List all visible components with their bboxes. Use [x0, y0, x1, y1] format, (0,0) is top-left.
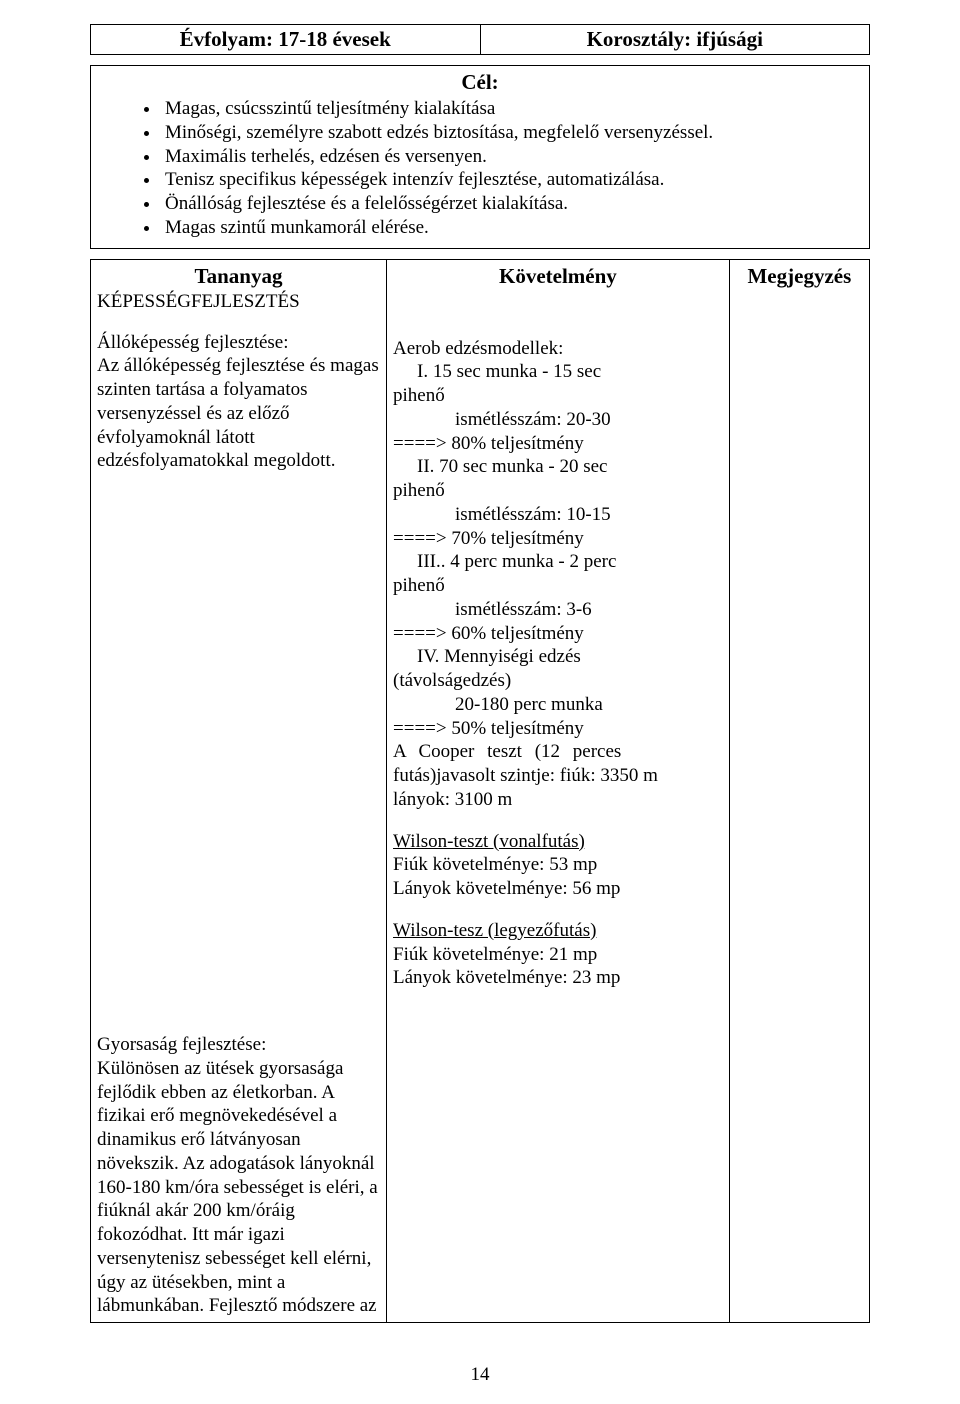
wilson1-lany: Lányok követelménye: 56 mp [393, 877, 723, 901]
cooper-fiuk: fiúk: 3350 m [560, 765, 658, 786]
model-line: II. 70 sec munka - 20 sec [393, 455, 723, 479]
gyors-title: Gyorsaság fejlesztése: [97, 1033, 380, 1057]
kovetelmeny-cell: Követelmény Aerob edzésmodellek: I. 15 s… [387, 259, 730, 1323]
alo-title: Állóképesség fejlesztése: [97, 331, 380, 355]
cooper-line: A Cooper teszt (12 perces [393, 740, 723, 764]
megjegyzes-header: Megjegyzés [736, 264, 863, 289]
goal-item: Minőségi, személyre szabott edzés biztos… [161, 121, 859, 145]
model-line: ismétlésszám: 3-6 [393, 598, 723, 622]
model-line: pihenő [393, 480, 445, 501]
goal-list: Magas, csúcsszintű teljesítmény kialakít… [101, 97, 859, 240]
page-number: 14 [0, 1364, 960, 1386]
goal-item: Önállóság fejlesztése és a felelősségérz… [161, 192, 859, 216]
tananyag-cell: Tananyag KÉPESSÉGFEJLESZTÉS Állóképesség… [91, 259, 387, 1323]
header-left: Évfolyam: 17-18 évesek [91, 25, 481, 55]
wilson1-fiu: Fiúk követelménye: 53 mp [393, 853, 723, 877]
cooper-lanyok: lányok: 3100 m [393, 788, 723, 812]
wilson2-title: Wilson-tesz (legyezőfutás) [393, 919, 723, 943]
kovetelmeny-header: Követelmény [393, 264, 723, 289]
model-line: IV. Mennyiségi edzés [393, 645, 723, 669]
header-table: Évfolyam: 17-18 évesek Korosztály: ifjús… [90, 24, 870, 55]
cooper-line: futás)javasolt szintje: [393, 765, 555, 786]
model-line: III.. 4 perc munka - 2 perc [393, 550, 723, 574]
model-line: I. 15 sec munka - 15 sec [393, 360, 723, 384]
model-line: ====> 60% teljesítmény [393, 623, 584, 644]
wilson2-fiu: Fiúk követelménye: 21 mp [393, 943, 723, 967]
wilson1-title: Wilson-teszt (vonalfutás) [393, 830, 723, 854]
model-line: (távolságedzés) [393, 670, 511, 691]
wilson2-lany: Lányok követelménye: 23 mp [393, 966, 723, 990]
goal-title: Cél: [101, 70, 859, 95]
aerob-title: Aerob edzésmodellek: [393, 337, 723, 361]
model-line: ====> 70% teljesítmény [393, 528, 584, 549]
goal-item: Maximális terhelés, edzésen és versenyen… [161, 145, 859, 169]
goal-item: Magas szintű munkamorál elérése. [161, 216, 859, 240]
model-line: ====> 80% teljesítmény [393, 433, 584, 454]
goal-box: Cél: Magas, csúcsszintű teljesítmény kia… [90, 65, 870, 249]
megjegyzes-cell: Megjegyzés [729, 259, 869, 1323]
gyors-body: Különösen az ütések gyorsasága fejlődik … [97, 1057, 380, 1318]
model-line: ismétlésszám: 10-15 [393, 503, 723, 527]
model-line: ====> 50% teljesítmény [393, 718, 584, 739]
curriculum-table: Tananyag KÉPESSÉGFEJLESZTÉS Állóképesség… [90, 259, 870, 1324]
alo-body: Az állóképesség fejlesztése és magas szi… [97, 354, 380, 473]
tananyag-header: Tananyag [97, 264, 380, 289]
model-line: 20-180 perc munka [393, 693, 723, 717]
goal-item: Magas, csúcsszintű teljesítmény kialakít… [161, 97, 859, 121]
header-right: Korosztály: ifjúsági [480, 25, 870, 55]
model-line: pihenő [393, 385, 445, 406]
goal-item: Tenisz specifikus képességek intenzív fe… [161, 168, 859, 192]
model-line: pihenő [393, 575, 445, 596]
section-title: KÉPESSÉGFEJLESZTÉS [97, 291, 380, 313]
model-line: ismétlésszám: 20-30 [393, 408, 723, 432]
